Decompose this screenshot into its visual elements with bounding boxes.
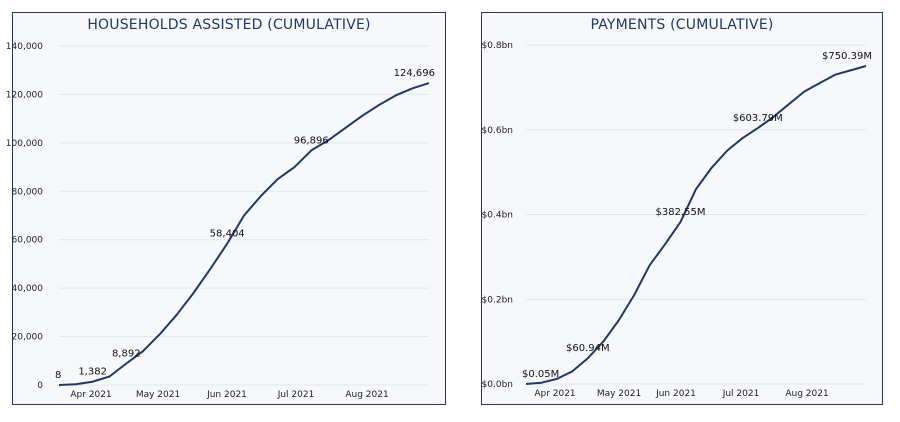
y-tick-label: 0 — [37, 381, 43, 391]
data-label: $382.55M — [656, 207, 706, 218]
y-tick-label: 140,000 — [6, 42, 43, 52]
x-tick-label: Jun 2021 — [655, 389, 696, 399]
y-tick-label: 120,000 — [6, 90, 43, 100]
data-label: 8 — [55, 370, 61, 381]
payments-chart: $0.0bn $0.2bn $0.4bn $0.6bn $0.8bn Apr 2021 Ma… — [482, 41, 872, 399]
payments-chart-panel: PAYMENTS (CUMULATIVE) $0.0bn $0.2bn $0.4bn… — [481, 12, 883, 405]
y-tick-label: 80,000 — [12, 187, 44, 197]
y-tick-label: 20,000 — [12, 333, 44, 343]
y-tick-label: 40,000 — [12, 284, 44, 294]
chart-title: PAYMENTS (CUMULATIVE) — [590, 17, 774, 33]
x-tick-label: Apr 2021 — [70, 390, 111, 400]
x-tick-label: May 2021 — [136, 390, 180, 400]
data-label: 8,892 — [112, 348, 141, 359]
x-tick-label: Aug 2021 — [345, 390, 388, 400]
data-label: $603.79M — [733, 113, 783, 124]
data-label: 96,896 — [294, 135, 329, 146]
y-tick-label: 100,000 — [6, 139, 43, 149]
series-line — [58, 82, 430, 386]
x-tick-label: May 2021 — [597, 389, 641, 399]
x-tick-label: Jun 2021 — [206, 390, 247, 400]
data-label: $750.39M — [822, 51, 872, 62]
data-label: 1,382 — [78, 367, 107, 378]
y-tick-label: $0.2bn — [482, 295, 513, 305]
y-tick-label: $0.6bn — [482, 126, 513, 136]
chart-title: HOUSEHOLDS ASSISTED (CUMULATIVE) — [87, 17, 371, 33]
y-tick-label: $0.8bn — [482, 41, 513, 51]
households-chart: 0 20,000 40,000 60,000 80,000 100,000 120,000 1… — [6, 42, 435, 400]
data-label: $0.05M — [522, 369, 559, 380]
series-line — [525, 65, 867, 385]
data-label: 58,404 — [210, 229, 245, 240]
y-tick-label: $0.4bn — [482, 211, 513, 221]
households-chart-panel: HOUSEHOLDS ASSISTED (CUMULATIVE) 0 20,000… — [6, 12, 446, 405]
x-tick-label: Jul 2021 — [277, 390, 315, 400]
y-tick-label: 60,000 — [12, 236, 44, 246]
x-tick-label: Aug 2021 — [785, 389, 828, 399]
data-label: $60.94M — [566, 343, 610, 354]
x-tick-label: Apr 2021 — [534, 389, 575, 399]
y-tick-label: $0.0bn — [482, 380, 513, 390]
data-label: 124,696 — [394, 68, 435, 79]
x-tick-label: Jul 2021 — [722, 389, 760, 399]
